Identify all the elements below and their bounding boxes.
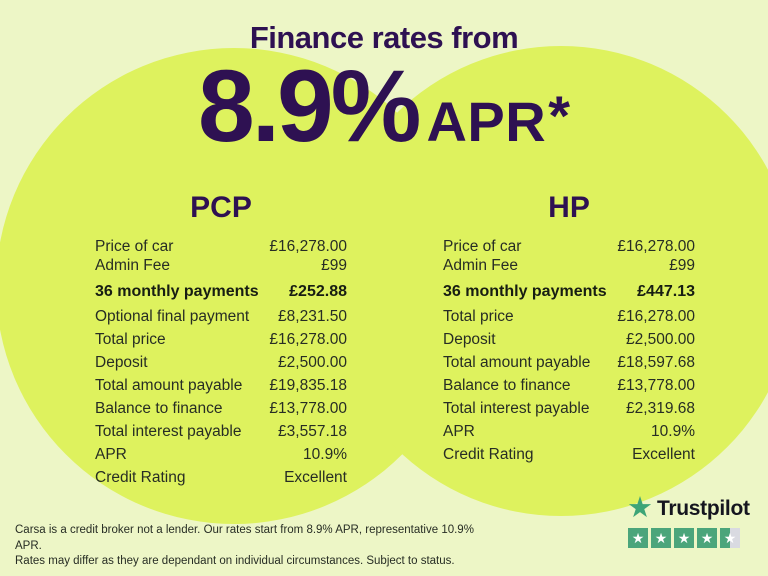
banner-title: Finance rates from bbox=[249, 20, 519, 55]
table-row: Optional final payment £8,231.50 bbox=[95, 309, 347, 325]
table-row: Credit Rating Excellent bbox=[95, 470, 347, 486]
table-row: Balance to finance £13,778.00 bbox=[443, 378, 695, 394]
row-label: Total amount payable bbox=[95, 377, 243, 394]
table-row: Deposit £2,500.00 bbox=[95, 355, 347, 371]
row-value: Excellent bbox=[632, 446, 695, 463]
row-value: £447.13 bbox=[637, 283, 695, 300]
trustpilot-star-icon: ★ bbox=[627, 492, 653, 524]
row-value: £16,278.00 bbox=[269, 238, 347, 255]
row-label: Total interest payable bbox=[95, 423, 242, 440]
row-label: Optional final payment bbox=[95, 308, 250, 325]
row-label: APR bbox=[95, 446, 127, 463]
pcp-table-rows: Price of car £16,278.00 Admin Fee £99 36 mon… bbox=[95, 239, 347, 486]
trustpilot-logo: ★ Trustpilot bbox=[627, 494, 750, 523]
table-row: Total interest payable £2,319.68 bbox=[443, 401, 695, 417]
table-row: Price of car £16,278.00 bbox=[443, 239, 695, 255]
row-value: £99 bbox=[321, 257, 347, 274]
trustpilot-star-box: ★ bbox=[697, 528, 717, 548]
row-value: £18,597.68 bbox=[617, 354, 695, 371]
hp-table-rows: Price of car £16,278.00 Admin Fee £99 36 mon… bbox=[443, 239, 695, 463]
row-value: £2,500.00 bbox=[626, 331, 695, 348]
rate-asterisk: * bbox=[548, 84, 571, 147]
row-value: £99 bbox=[669, 257, 695, 274]
row-value: £252.88 bbox=[289, 283, 347, 300]
trustpilot-brand-text: Trustpilot bbox=[657, 496, 750, 520]
trustpilot-star-box: ★ bbox=[720, 528, 740, 548]
pcp-table: PCP Price of car £16,278.00 Admin Fee £99 36… bbox=[95, 193, 347, 486]
rate-apr-label: APR bbox=[426, 90, 547, 153]
row-value: £13,778.00 bbox=[269, 400, 347, 417]
row-value: £19,835.18 bbox=[269, 377, 347, 394]
row-value: £13,778.00 bbox=[617, 377, 695, 394]
table-row: APR 10.9% bbox=[443, 424, 695, 440]
star-icon: ★ bbox=[677, 530, 691, 546]
table-row: Total amount payable £19,835.18 bbox=[95, 378, 347, 394]
row-label: Admin Fee bbox=[95, 257, 170, 274]
table-row: 36 monthly payments £447.13 bbox=[443, 284, 695, 300]
rate-value: 8.9% bbox=[197, 49, 421, 163]
table-row: Admin Fee £99 bbox=[95, 258, 347, 274]
trustpilot-star-box: ★ bbox=[651, 528, 671, 548]
disclaimer-line-1: Carsa is a credit broker not a lender. O… bbox=[15, 524, 474, 552]
row-label: Price of car bbox=[95, 238, 174, 255]
table-row: Deposit £2,500.00 bbox=[443, 332, 695, 348]
row-label: Balance to finance bbox=[95, 400, 223, 417]
trustpilot-star-rating: ★ ★ ★ ★ ★ bbox=[628, 528, 740, 548]
table-row: Price of car £16,278.00 bbox=[95, 239, 347, 255]
hp-table-title: HP bbox=[548, 191, 590, 224]
row-value: £2,319.68 bbox=[626, 400, 695, 417]
row-label: 36 monthly payments bbox=[95, 283, 259, 300]
star-icon: ★ bbox=[631, 530, 645, 546]
background-circle-right bbox=[326, 46, 768, 516]
row-label: Total price bbox=[443, 308, 514, 325]
headline-rate: 8.9% APR * bbox=[0, 55, 768, 157]
pcp-table-title: PCP bbox=[190, 191, 252, 224]
table-row: Total amount payable £18,597.68 bbox=[443, 355, 695, 371]
row-value: £16,278.00 bbox=[269, 331, 347, 348]
trustpilot-star-box: ★ bbox=[674, 528, 694, 548]
star-icon: ★ bbox=[700, 530, 714, 546]
trustpilot-star-box: ★ bbox=[628, 528, 648, 548]
table-row: Total price £16,278.00 bbox=[443, 309, 695, 325]
row-label: Total price bbox=[95, 331, 166, 348]
disclaimer-line-2: Rates may differ as they are dependant o… bbox=[15, 555, 455, 567]
table-row: 36 monthly payments £252.88 bbox=[95, 284, 347, 300]
row-value: £3,557.18 bbox=[278, 423, 347, 440]
star-icon: ★ bbox=[723, 530, 737, 546]
legal-disclaimer: Carsa is a credit broker not a lender. O… bbox=[15, 523, 485, 570]
row-value: £8,231.50 bbox=[278, 308, 347, 325]
row-label: Deposit bbox=[95, 354, 148, 371]
row-value: £16,278.00 bbox=[617, 238, 695, 255]
table-row: Total price £16,278.00 bbox=[95, 332, 347, 348]
row-value: Excellent bbox=[284, 469, 347, 486]
table-row: Total interest payable £3,557.18 bbox=[95, 424, 347, 440]
row-label: 36 monthly payments bbox=[443, 283, 607, 300]
row-label: Credit Rating bbox=[443, 446, 534, 463]
hp-table: HP Price of car £16,278.00 Admin Fee £99 36 … bbox=[443, 193, 695, 463]
row-label: Deposit bbox=[443, 331, 496, 348]
table-row: APR 10.9% bbox=[95, 447, 347, 463]
row-value: £16,278.00 bbox=[617, 308, 695, 325]
row-label: Credit Rating bbox=[95, 469, 186, 486]
row-value: 10.9% bbox=[303, 446, 347, 463]
table-row: Credit Rating Excellent bbox=[443, 447, 695, 463]
star-icon: ★ bbox=[654, 530, 668, 546]
row-label: Balance to finance bbox=[443, 377, 571, 394]
row-label: Total interest payable bbox=[443, 400, 590, 417]
row-label: Admin Fee bbox=[443, 257, 518, 274]
row-value: 10.9% bbox=[651, 423, 695, 440]
row-label: Price of car bbox=[443, 238, 522, 255]
table-row: Balance to finance £13,778.00 bbox=[95, 401, 347, 417]
row-label: Total amount payable bbox=[443, 354, 591, 371]
row-label: APR bbox=[443, 423, 475, 440]
row-value: £2,500.00 bbox=[278, 354, 347, 371]
table-row: Admin Fee £99 bbox=[443, 258, 695, 274]
